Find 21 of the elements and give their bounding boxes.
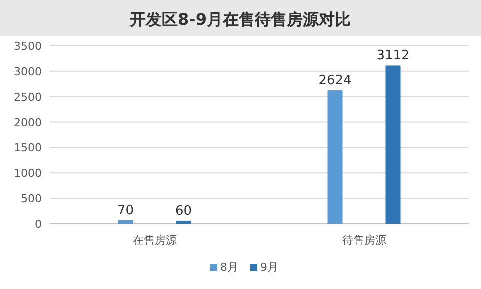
x-tick-label: 在售房源 — [132, 234, 177, 247]
bar — [118, 220, 134, 224]
y-tick-label: 0 — [35, 218, 42, 231]
y-tick-label: 500 — [21, 192, 42, 206]
y-tick-label: 3000 — [14, 65, 42, 78]
y-tick-label: 3500 — [14, 40, 42, 53]
bar — [176, 220, 192, 224]
legend-label: 8月 — [220, 261, 238, 274]
bar — [386, 66, 401, 224]
data-label: 3112 — [376, 48, 410, 64]
y-tick-label: 1000 — [14, 167, 42, 180]
x-tick-label: 待售房源 — [342, 234, 386, 247]
bar — [328, 90, 343, 224]
data-label: 70 — [117, 203, 134, 218]
data-label: 2624 — [318, 74, 352, 89]
chart-title: 开发区8-9月在售待售房源对比 — [129, 10, 351, 29]
legend-label: 9月 — [260, 261, 278, 274]
y-tick-label: 2500 — [14, 90, 42, 104]
y-tick-label: 2000 — [14, 116, 42, 130]
y-tick-label: 1500 — [14, 142, 42, 155]
data-label: 60 — [175, 204, 192, 219]
